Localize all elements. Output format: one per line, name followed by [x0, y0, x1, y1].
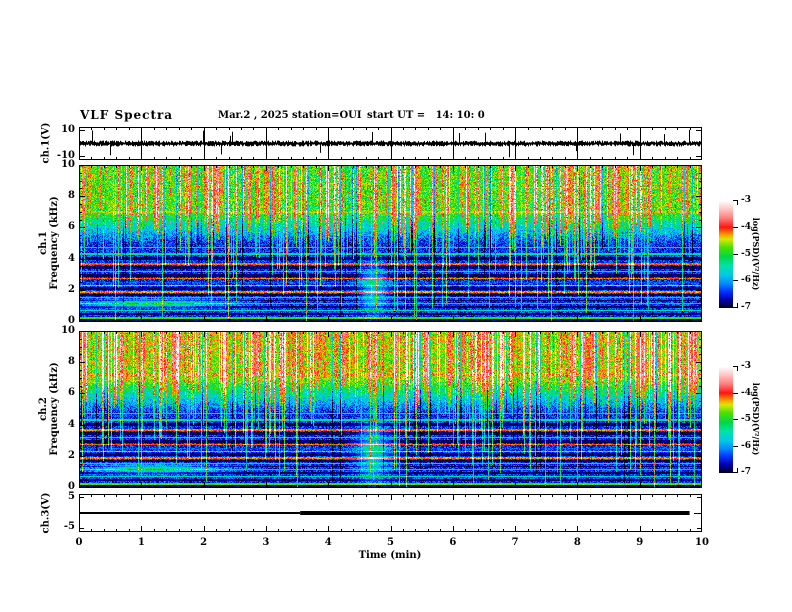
tick-label: 7: [511, 537, 519, 548]
colorbar-ch2-tick-labels: -3 -4 -5 -6 -7: [741, 361, 761, 477]
tick-label: 6: [68, 387, 75, 399]
ch1-spec-ytick-labels: 10 8 6 4 2 0: [52, 159, 75, 326]
tick-label: -10: [56, 150, 75, 161]
tick-label: -3: [741, 361, 751, 371]
tick-label: -7: [741, 302, 751, 312]
ch2-axis-channel: ch.2: [38, 397, 49, 421]
ch1-spectrogram-plot: [79, 165, 702, 322]
tick-label: 8: [68, 190, 75, 202]
colorbar-ch1-tick-labels: -3 -4 -5 -6 -7: [741, 195, 761, 312]
tick-label: -4: [741, 221, 751, 232]
start-ut-label: start UT = 14: 10: 0: [367, 110, 485, 121]
station-label: station=OUI: [292, 110, 362, 121]
tick-label: -5: [741, 248, 751, 259]
colorbar-ch2-title: log(PSD)(V²/Hz): [751, 382, 761, 456]
ch2-spectrogram-plot: [79, 331, 702, 488]
tick-label: 10: [61, 159, 75, 170]
tick-label: 3: [262, 537, 270, 548]
tick-label: -5: [741, 414, 751, 424]
tick-label: 1: [137, 537, 145, 548]
plot-date: Mar.2 , 2025: [218, 110, 289, 121]
ch1-axis-channel: ch.1: [38, 231, 49, 255]
tick-label: -6: [741, 275, 751, 286]
tick-label: -4: [741, 387, 751, 398]
tick-label: 6: [68, 221, 75, 233]
tick-label: 2: [68, 283, 75, 295]
tick-label: 0: [75, 537, 83, 548]
tick-label: 4: [68, 252, 75, 264]
ch3-level-plot: [79, 494, 702, 532]
tick-label: -3: [741, 195, 751, 205]
tick-label: 0: [68, 481, 75, 492]
tick-label: 9: [636, 537, 644, 548]
ch1-waveform-plot: [79, 127, 702, 160]
tick-label: 0: [68, 315, 75, 326]
tick-label: 10: [61, 124, 75, 135]
tick-label: 10: [695, 537, 709, 548]
tick-label: 8: [68, 356, 75, 368]
time-axis-title: Time (min): [358, 550, 422, 561]
tick-label: 4: [68, 418, 75, 430]
tick-label: 2: [68, 449, 75, 461]
ch2-spec-ytick-labels: 10 8 6 4 2 0: [52, 325, 75, 492]
ch3-ytick-labels: 5 -5: [50, 491, 75, 532]
tick-label: 8: [573, 537, 581, 548]
tick-label: 6: [449, 537, 457, 548]
tick-label: -5: [63, 521, 75, 532]
colorbar-ch1-title: log(PSD)(V²/Hz): [751, 217, 761, 291]
time-axis-tick-labels: 0 1 2 3 4 5 6 7 8 9 10: [75, 537, 709, 549]
tick-label: -6: [741, 440, 751, 451]
tick-label: 4: [324, 537, 332, 548]
tick-label: 5: [68, 491, 75, 502]
plot-title: VLF Spectra: [80, 108, 174, 122]
tick-label: 2: [200, 537, 208, 548]
tick-label: 5: [387, 537, 394, 548]
colorbar-ch1: [719, 200, 739, 308]
tick-label: -7: [741, 467, 751, 477]
ch1-wave-ytick-labels: 10 -10: [50, 124, 75, 161]
colorbar-ch2: [719, 366, 739, 473]
tick-label: 10: [61, 325, 75, 336]
